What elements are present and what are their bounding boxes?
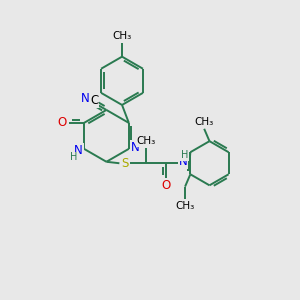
Text: C: C xyxy=(91,94,99,107)
Text: N: N xyxy=(178,155,188,168)
Text: N: N xyxy=(74,144,83,157)
Text: CH₃: CH₃ xyxy=(136,136,155,146)
Text: H: H xyxy=(70,152,77,162)
Text: CH₃: CH₃ xyxy=(112,31,132,41)
Text: CH₃: CH₃ xyxy=(176,200,195,211)
Text: S: S xyxy=(121,157,128,170)
Text: N: N xyxy=(131,141,140,154)
Text: O: O xyxy=(58,116,67,129)
Text: N: N xyxy=(81,92,89,105)
Text: H: H xyxy=(181,150,188,160)
Text: O: O xyxy=(161,178,170,191)
Text: CH₃: CH₃ xyxy=(195,117,214,127)
